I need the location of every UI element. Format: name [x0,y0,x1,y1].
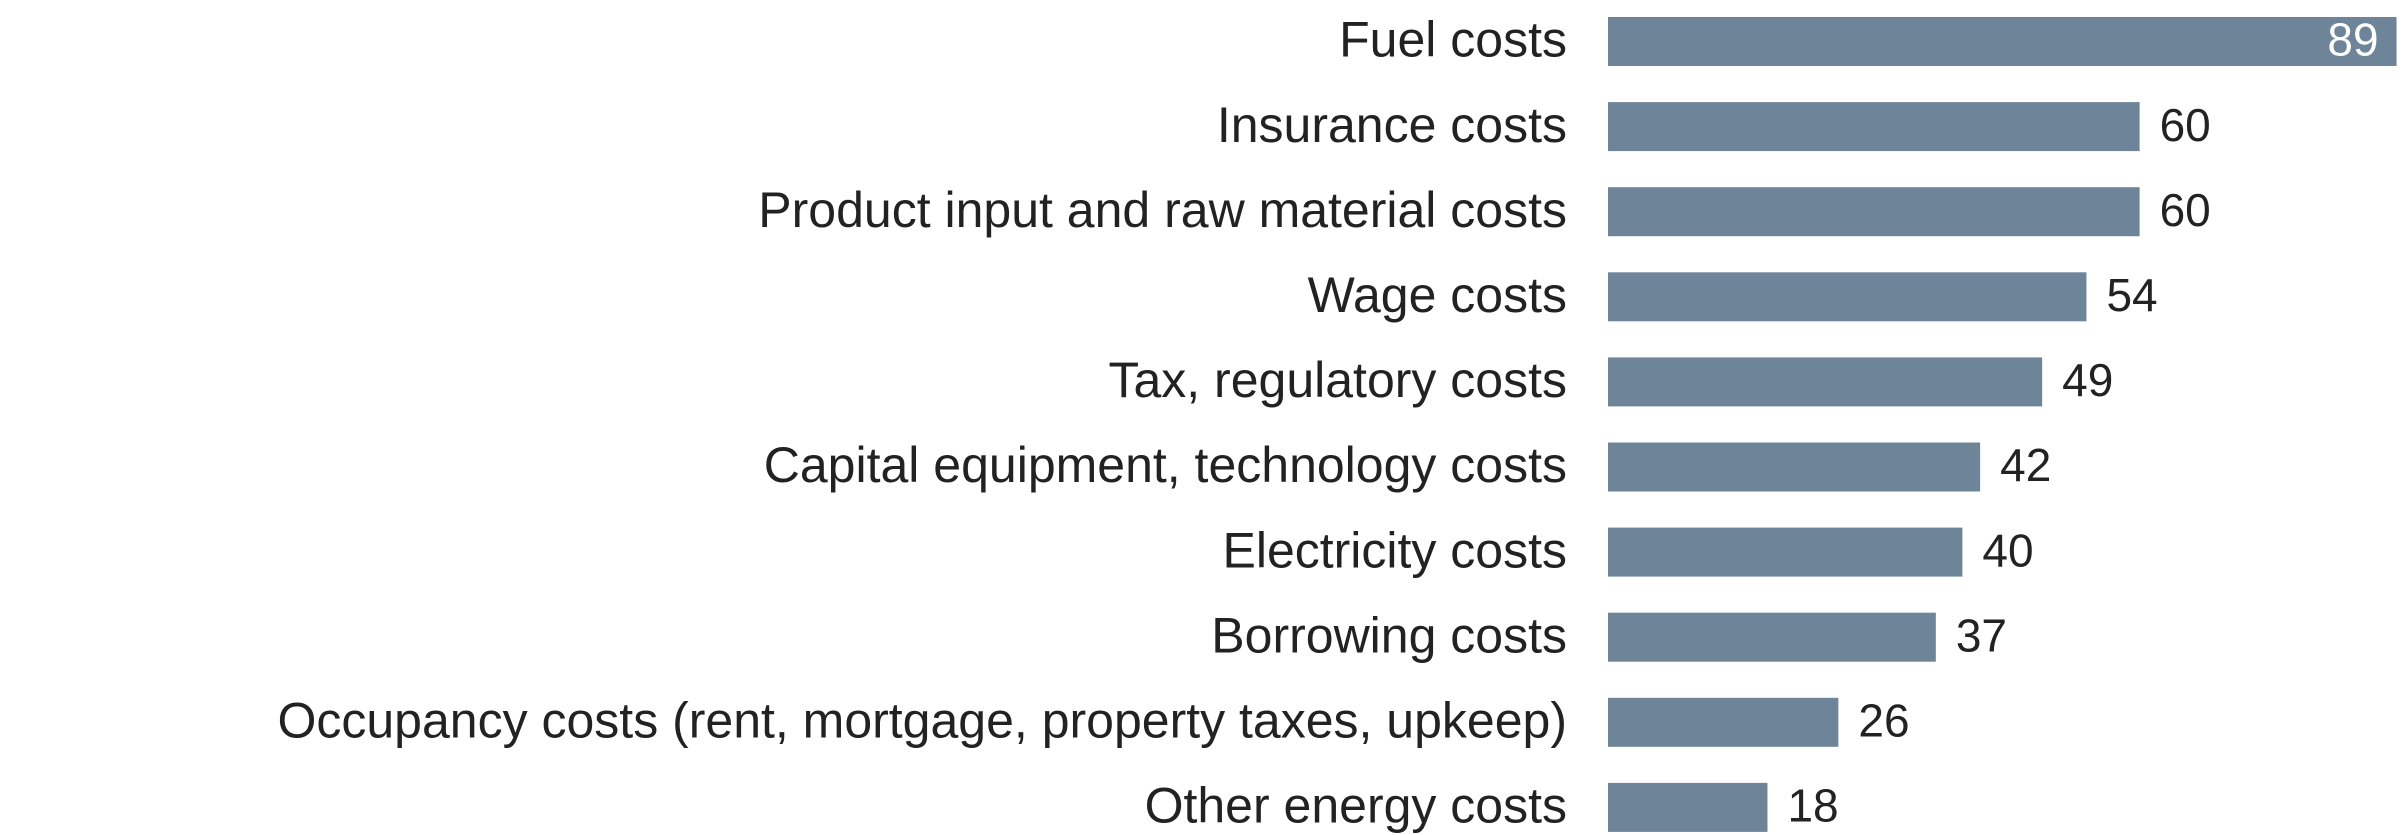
bar [1608,357,2043,407]
value-label: 26 [1858,694,1909,746]
category-label: Occupancy costs (rent, mortgage, propert… [277,693,1567,749]
category-label: Electricity costs [1222,522,1567,578]
category-label: Wage costs [1308,267,1567,323]
value-label: 49 [2062,354,2113,406]
value-label: 18 [1787,780,1838,832]
bar [1608,272,2087,322]
value-label: 37 [1956,609,2007,661]
category-label: Borrowing costs [1211,607,1567,663]
category-label: Fuel costs [1339,12,1567,68]
bar [1608,527,1963,577]
bar [1608,782,1768,832]
value-label: 89 [2327,14,2378,66]
category-label: Product input and raw material costs [758,182,1567,238]
bar [1608,697,1839,747]
value-label: 60 [2160,99,2211,151]
value-label: 42 [2000,439,2051,491]
category-label: Other energy costs [1145,778,1567,834]
bar [1608,612,1936,662]
bar [1608,187,2140,237]
category-label: Insurance costs [1217,97,1567,153]
bar [1608,17,2397,66]
bar [1608,442,1981,492]
value-label: 40 [1982,524,2033,576]
bar [1608,102,2140,152]
category-label: Capital equipment, technology costs [764,437,1567,493]
value-label: 60 [2160,184,2211,236]
value-label: 54 [2106,269,2157,321]
category-label: Tax, regulatory costs [1108,352,1567,408]
